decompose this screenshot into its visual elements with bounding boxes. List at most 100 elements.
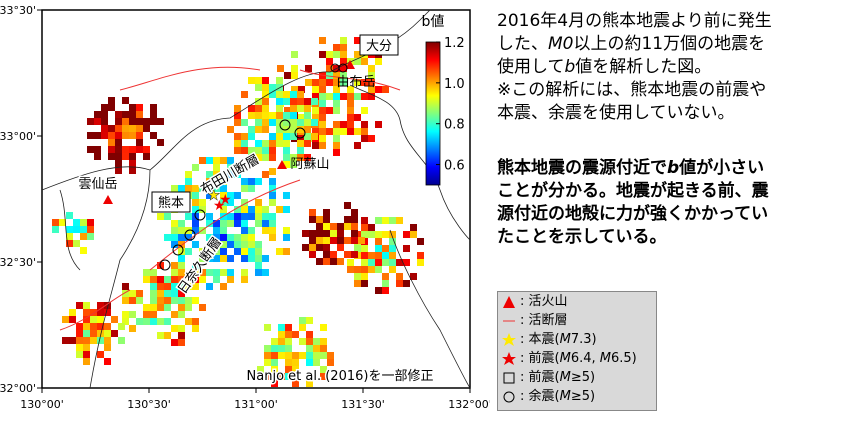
legend-text: ≥5)	[570, 389, 596, 404]
legend: : 活火山 : 活断層 : 本震(M7.3) : 前震(M6.4, M6.5) …	[497, 291, 657, 411]
text-line: ことが分かる。地震が起きる前、震	[497, 180, 769, 203]
pixel	[297, 154, 304, 161]
pixel	[358, 237, 365, 244]
pixel	[171, 311, 178, 318]
pixel	[337, 244, 344, 251]
pixel	[291, 86, 298, 93]
pixel	[94, 153, 101, 160]
pixel	[361, 58, 368, 65]
pixel	[262, 91, 269, 98]
pixel	[213, 220, 220, 227]
pixel	[234, 192, 241, 199]
pixel	[136, 146, 143, 153]
pixel	[248, 227, 255, 234]
colorbar-tick-label: 0.8	[444, 118, 465, 133]
pixel	[278, 331, 285, 338]
pixel	[248, 178, 255, 185]
pixel	[241, 91, 248, 98]
pixel	[312, 86, 319, 93]
pixel	[311, 119, 318, 126]
pixel	[248, 213, 255, 220]
pixel	[83, 330, 90, 337]
lon-tick-label: 132°00'	[448, 398, 490, 411]
pixel	[76, 337, 83, 344]
citation: Nanjo et al. (2016)を一部修正	[247, 369, 434, 384]
pixel	[351, 223, 358, 230]
pixel	[227, 276, 234, 283]
pixel	[262, 206, 269, 213]
pixel	[90, 323, 97, 330]
pixel	[276, 206, 283, 213]
pixel	[157, 283, 164, 290]
pixel	[297, 140, 304, 147]
legend-item: : 活断層	[498, 311, 656, 330]
pixel	[283, 91, 290, 98]
pixel	[271, 373, 278, 380]
pixel	[304, 154, 311, 161]
pixel	[150, 104, 157, 111]
pixel	[351, 251, 358, 258]
pixel	[290, 161, 297, 168]
text: 以上の約11万個の地震を	[573, 34, 766, 54]
pixel	[234, 234, 241, 241]
pixel	[87, 219, 94, 226]
pixel	[171, 283, 178, 290]
pixel	[136, 290, 143, 297]
pixel	[305, 65, 312, 72]
pixel	[206, 234, 213, 241]
pixel	[143, 311, 150, 318]
pixel	[248, 185, 255, 192]
text: 2016年4月の熊本地震より前に発生	[497, 11, 772, 31]
pixel	[326, 107, 333, 114]
pixel	[255, 84, 262, 91]
pixel	[361, 273, 368, 280]
pixel	[298, 114, 305, 121]
pixel	[248, 241, 255, 248]
pixel	[306, 380, 313, 387]
pixel	[269, 112, 276, 119]
pixel	[73, 240, 80, 247]
pixel	[262, 105, 269, 112]
pixel	[87, 233, 94, 240]
pixel	[333, 44, 340, 51]
lat-tick-label: 33°00'	[0, 130, 36, 143]
pixel	[333, 51, 340, 58]
pixel	[375, 231, 382, 238]
pixel	[234, 112, 241, 119]
pixel	[227, 126, 234, 133]
pixel	[368, 252, 375, 259]
pixel	[178, 234, 185, 241]
pixel	[340, 79, 347, 86]
pixel	[234, 206, 241, 213]
place-box	[151, 191, 191, 213]
pixel	[298, 135, 305, 142]
pixel	[340, 72, 347, 79]
pixel	[344, 216, 351, 223]
pixel	[302, 244, 309, 251]
pixel	[344, 251, 351, 258]
pixel	[199, 206, 206, 213]
pixel	[309, 209, 316, 216]
pixel	[361, 266, 368, 273]
pixel	[269, 154, 276, 161]
pixel	[87, 118, 94, 125]
pixel	[164, 283, 171, 290]
pixel	[192, 192, 199, 199]
pixel	[396, 273, 403, 280]
pixel	[248, 112, 255, 119]
pixel	[361, 128, 368, 135]
pixel	[319, 93, 326, 100]
pixel	[213, 227, 220, 234]
pixel	[192, 241, 199, 248]
pixel	[248, 77, 255, 84]
pixel	[171, 297, 178, 304]
text-line: 2016年4月の熊本地震より前に発生	[497, 10, 772, 33]
pixel	[284, 107, 291, 114]
pixel	[97, 323, 104, 330]
legend-text: 6.4,	[570, 351, 600, 366]
pixel	[185, 318, 192, 325]
pixel	[129, 153, 136, 160]
pixel	[340, 128, 347, 135]
pixel	[171, 262, 178, 269]
